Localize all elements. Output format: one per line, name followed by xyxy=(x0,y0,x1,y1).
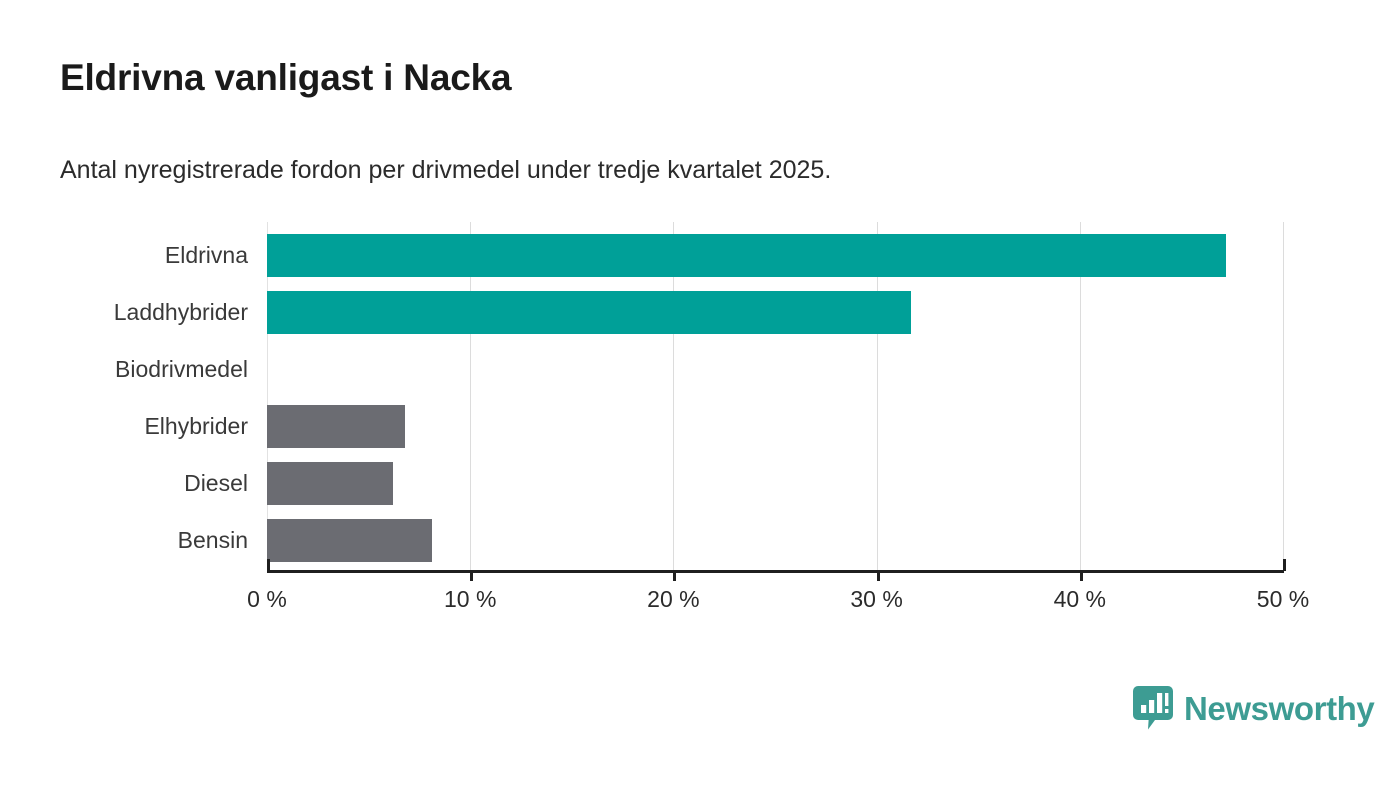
x-axis-tick-label: 10 % xyxy=(443,586,497,612)
plot-area xyxy=(267,222,1284,570)
bar[interactable] xyxy=(267,405,406,448)
bar-row xyxy=(267,234,1283,277)
gridline xyxy=(470,222,472,570)
gridline xyxy=(673,222,675,570)
bar[interactable] xyxy=(267,519,432,562)
x-axis-tick xyxy=(876,570,880,581)
y-axis-tick-label: Diesel xyxy=(184,469,248,496)
x-axis-tick xyxy=(470,570,474,581)
bar[interactable] xyxy=(267,234,1227,277)
gridline xyxy=(876,222,878,570)
bar-row xyxy=(267,291,1283,334)
x-axis-tick xyxy=(1283,559,1286,571)
page-title: Eldrivna vanligast i Nacka xyxy=(60,57,512,98)
gridline xyxy=(1283,222,1284,570)
x-axis-tick xyxy=(267,559,270,571)
bar-row xyxy=(267,519,1283,562)
x-axis-tick xyxy=(1079,570,1083,581)
bars-layer xyxy=(267,222,1283,570)
x-axis-line xyxy=(267,570,1284,573)
x-axis-tick-label: 50 % xyxy=(1256,586,1310,612)
bar-chart-speech-bubble-icon xyxy=(1133,686,1173,730)
x-axis-tick-label: 0 % xyxy=(247,586,287,612)
bar[interactable] xyxy=(267,291,912,334)
y-axis-tick-label: Eldrivna xyxy=(164,241,248,268)
bar-row xyxy=(267,462,1283,505)
y-axis-tick-label: Biodrivmedel xyxy=(115,355,248,382)
y-axis-tick-label: Bensin xyxy=(177,526,248,553)
y-axis-tick-label: Elhybrider xyxy=(144,412,248,439)
x-axis-tick-label: 40 % xyxy=(1053,586,1107,612)
gridline xyxy=(1079,222,1081,570)
x-axis-tick-label: 30 % xyxy=(850,586,903,612)
logo-wordmark: Newsworthy xyxy=(1184,689,1375,727)
chart-subtitle: Antal nyregistrerade fordon per drivmede… xyxy=(60,156,832,184)
x-axis-tick xyxy=(673,570,677,581)
newsworthy-logo[interactable]: Newsworthy xyxy=(1133,686,1375,730)
bar[interactable] xyxy=(267,462,393,505)
bar-row xyxy=(267,405,1283,448)
gridline xyxy=(267,222,268,570)
x-axis-tick-label: 20 % xyxy=(647,586,700,612)
y-axis-tick-label: Laddhybrider xyxy=(113,298,248,325)
bar-row xyxy=(267,348,1283,391)
